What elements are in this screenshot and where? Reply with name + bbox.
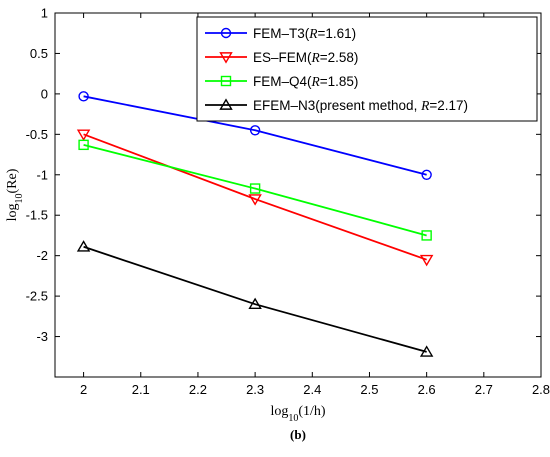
data-point <box>249 183 261 194</box>
x-tick-label: 2.6 <box>418 382 436 397</box>
x-tick-label: 2.3 <box>246 382 264 397</box>
legend-marker <box>219 98 233 110</box>
data-point <box>421 230 432 241</box>
y-tick-label: 0.5 <box>30 46 48 61</box>
axis-ticks: 2 2.1 2.2 2.3 2.4 2.5 2.6 2.7 2.8 1 0.5 0 -0.5 -1 -1.5… <box>26 6 550 398</box>
y-tick-label: -1.5 <box>26 208 48 223</box>
series-3 <box>78 139 432 241</box>
data-point <box>76 129 91 141</box>
legend-label: FEM–T3(R=1.61) <box>253 26 356 41</box>
legend-entry: FEM–Q4(R=1.85) <box>205 74 358 89</box>
x-tick-label: 2.2 <box>189 382 207 397</box>
x-tick-label: 2 <box>80 382 87 397</box>
x-axis-label: log10(1/h) <box>270 404 325 424</box>
series-line <box>83 143 427 237</box>
series-4 <box>76 240 434 357</box>
legend-marker <box>220 27 232 39</box>
legend: FEM–T3(R=1.61) ES–FEM(R=2.58) FEM–Q4(R=1.8… <box>196 16 538 122</box>
x-tick-label: 2.5 <box>360 382 378 397</box>
data-point <box>248 194 262 206</box>
legend-entry: FEM–T3(R=1.61) <box>205 26 356 41</box>
legend-marker <box>220 75 232 87</box>
data-point <box>76 240 91 252</box>
series-2 <box>76 129 434 267</box>
data-point <box>78 139 89 151</box>
y-tick-label: -1 <box>36 167 48 182</box>
y-tick-label: -2 <box>36 248 48 263</box>
data-point <box>78 91 89 102</box>
legend-entry: ES–FEM(R=2.58) <box>205 50 358 65</box>
legend-entry: EFEM–N3(present method, R=2.17) <box>205 98 468 113</box>
x-tick-label: 2.4 <box>303 382 321 397</box>
legend-marker <box>219 52 233 64</box>
legend-label: ES–FEM(R=2.58) <box>253 50 358 65</box>
y-tick-label: -3 <box>36 329 48 344</box>
y-tick-label: -2.5 <box>26 289 48 304</box>
series-line <box>83 245 427 353</box>
y-axis-label: log10(Re) <box>5 168 25 221</box>
series-line <box>83 133 427 261</box>
series-line <box>83 95 427 176</box>
data-point <box>248 297 262 310</box>
data-point <box>419 254 434 267</box>
x-tick-label: 2.7 <box>475 382 493 397</box>
data-point <box>421 169 432 180</box>
chart-marks <box>76 91 434 357</box>
x-tick-label: 2.1 <box>132 382 150 397</box>
panel-label: (b) <box>290 427 306 442</box>
legend-label: FEM–Q4(R=1.85) <box>253 74 358 89</box>
plot-frame <box>54 12 542 378</box>
x-tick-label: 2.8 <box>532 382 550 397</box>
y-tick-label: -0.5 <box>26 127 48 142</box>
y-tick-label: 0 <box>41 86 48 101</box>
legend-box <box>196 16 538 122</box>
legend-label: EFEM–N3(present method, R=2.17) <box>253 98 468 113</box>
data-point <box>419 345 434 357</box>
y-tick-label: 1 <box>41 6 48 21</box>
data-point <box>249 125 261 136</box>
series-1 <box>78 91 432 180</box>
